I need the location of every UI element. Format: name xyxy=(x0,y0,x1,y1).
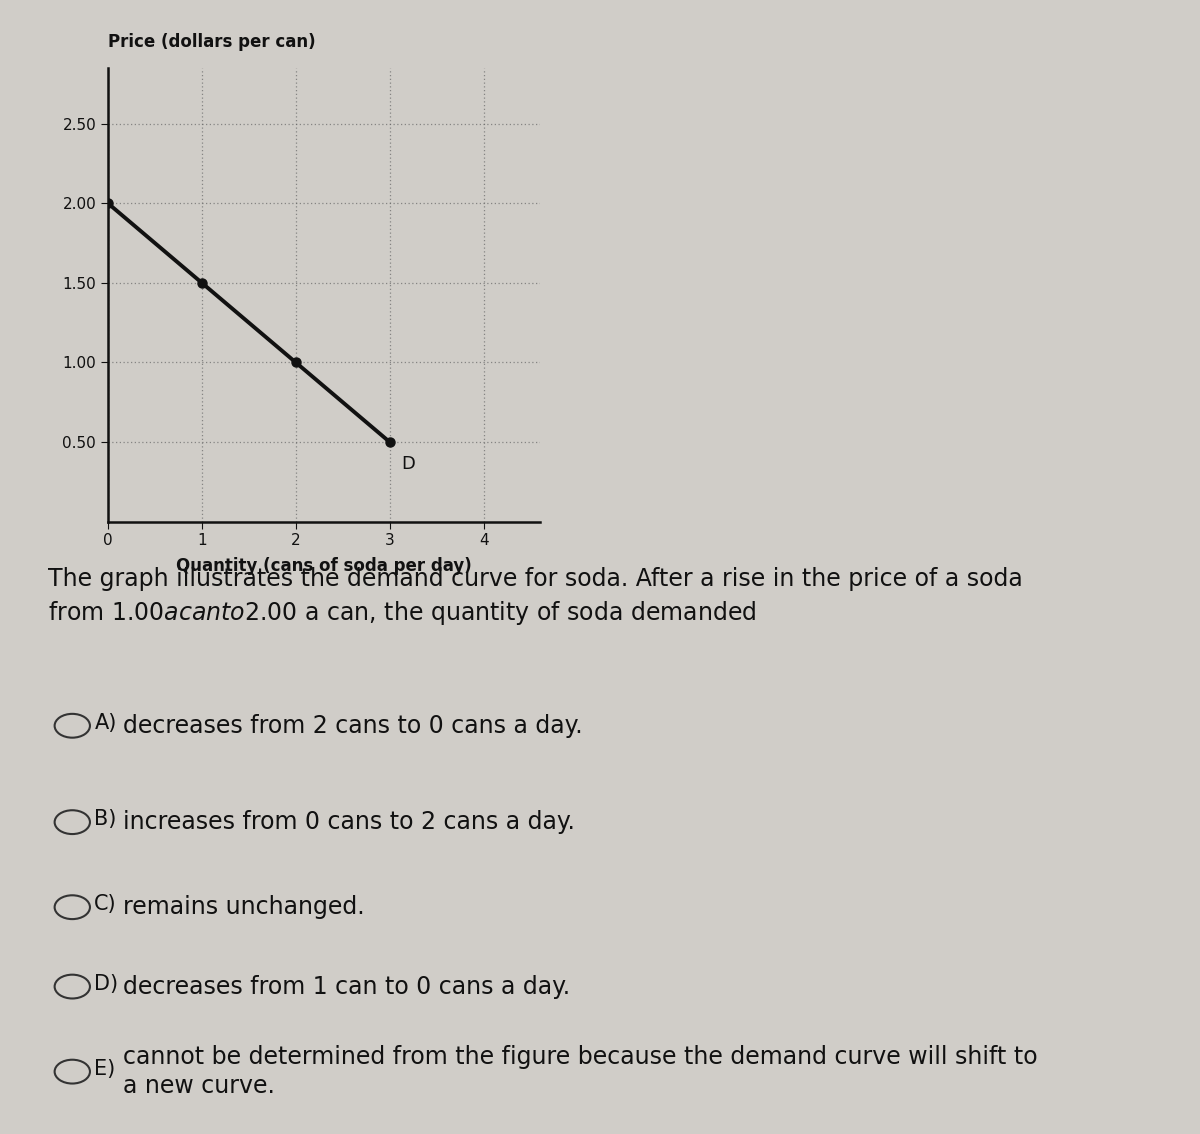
Text: cannot be determined from the figure because the demand curve will shift to
a ne: cannot be determined from the figure bec… xyxy=(124,1044,1038,1099)
X-axis label: Quantity (cans of soda per day): Quantity (cans of soda per day) xyxy=(176,557,472,575)
Text: D: D xyxy=(401,455,415,473)
Text: C): C) xyxy=(95,895,116,914)
Text: decreases from 2 cans to 0 cans a day.: decreases from 2 cans to 0 cans a day. xyxy=(124,713,583,738)
Text: decreases from 1 can to 0 cans a day.: decreases from 1 can to 0 cans a day. xyxy=(124,974,570,999)
Text: A): A) xyxy=(95,713,116,733)
Text: E): E) xyxy=(95,1059,115,1078)
Text: B): B) xyxy=(95,810,116,829)
Text: D): D) xyxy=(95,974,119,993)
Text: The graph illustrates the demand curve for soda. After a rise in the price of a : The graph illustrates the demand curve f… xyxy=(48,567,1022,627)
Text: increases from 0 cans to 2 cans a day.: increases from 0 cans to 2 cans a day. xyxy=(124,810,575,835)
Text: remains unchanged.: remains unchanged. xyxy=(124,895,365,920)
Text: Price (dollars per can): Price (dollars per can) xyxy=(108,33,316,51)
